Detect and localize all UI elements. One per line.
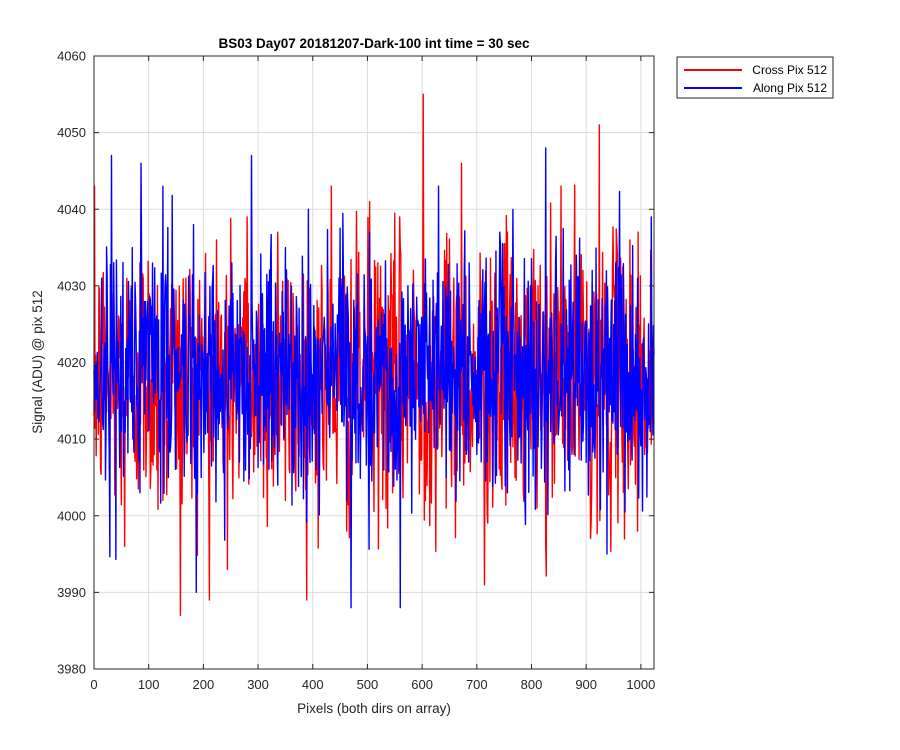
x-tick-label: 900 xyxy=(575,677,597,692)
legend-label-cross: Cross Pix 512 xyxy=(752,63,827,77)
legend: Cross Pix 512 Along Pix 512 xyxy=(676,56,834,99)
y-tick-label: 4020 xyxy=(57,355,86,370)
series-group xyxy=(93,93,655,617)
x-tick-label: 400 xyxy=(302,677,324,692)
series-line-cross-pix-512 xyxy=(93,93,655,617)
chart-title: BS03 Day07 20181207-Dark-100 int time = … xyxy=(218,36,530,51)
x-axis-label: Pixels (both dirs on array) xyxy=(297,701,451,716)
legend-box xyxy=(676,56,834,99)
x-tick-label: 600 xyxy=(411,677,433,692)
y-tick-label: 4030 xyxy=(57,278,86,293)
y-tick-label: 4060 xyxy=(57,49,86,64)
x-tick-label: 500 xyxy=(357,677,379,692)
x-tick-label: 300 xyxy=(247,677,269,692)
y-axis-label: Signal (ADU) @ pix 512 xyxy=(30,290,45,434)
x-tick-label: 1000 xyxy=(626,677,655,692)
y-tick-label: 3980 xyxy=(57,662,86,677)
legend-label-along: Along Pix 512 xyxy=(753,81,827,95)
y-tick-label: 4050 xyxy=(57,125,86,140)
x-tick-label: 800 xyxy=(521,677,543,692)
x-tick-labels: 0 100 200 300 400 500 600 700 800 900 1000 xyxy=(90,677,655,692)
y-tick-labels: 3980 3990 4000 4010 4020 4030 4040 4050 4060 xyxy=(57,49,86,677)
y-tick-label: 4040 xyxy=(57,202,86,217)
x-tick-label: 100 xyxy=(138,677,160,692)
y-tick-label: 4000 xyxy=(57,508,86,523)
tick-marks xyxy=(93,55,654,670)
y-tick-label: 3990 xyxy=(57,585,86,600)
x-tick-label: 0 xyxy=(90,677,97,692)
y-tick-label: 4010 xyxy=(57,432,86,447)
x-tick-label: 200 xyxy=(193,677,215,692)
series-line-along-pix-512 xyxy=(93,147,655,609)
x-tick-label: 700 xyxy=(466,677,488,692)
